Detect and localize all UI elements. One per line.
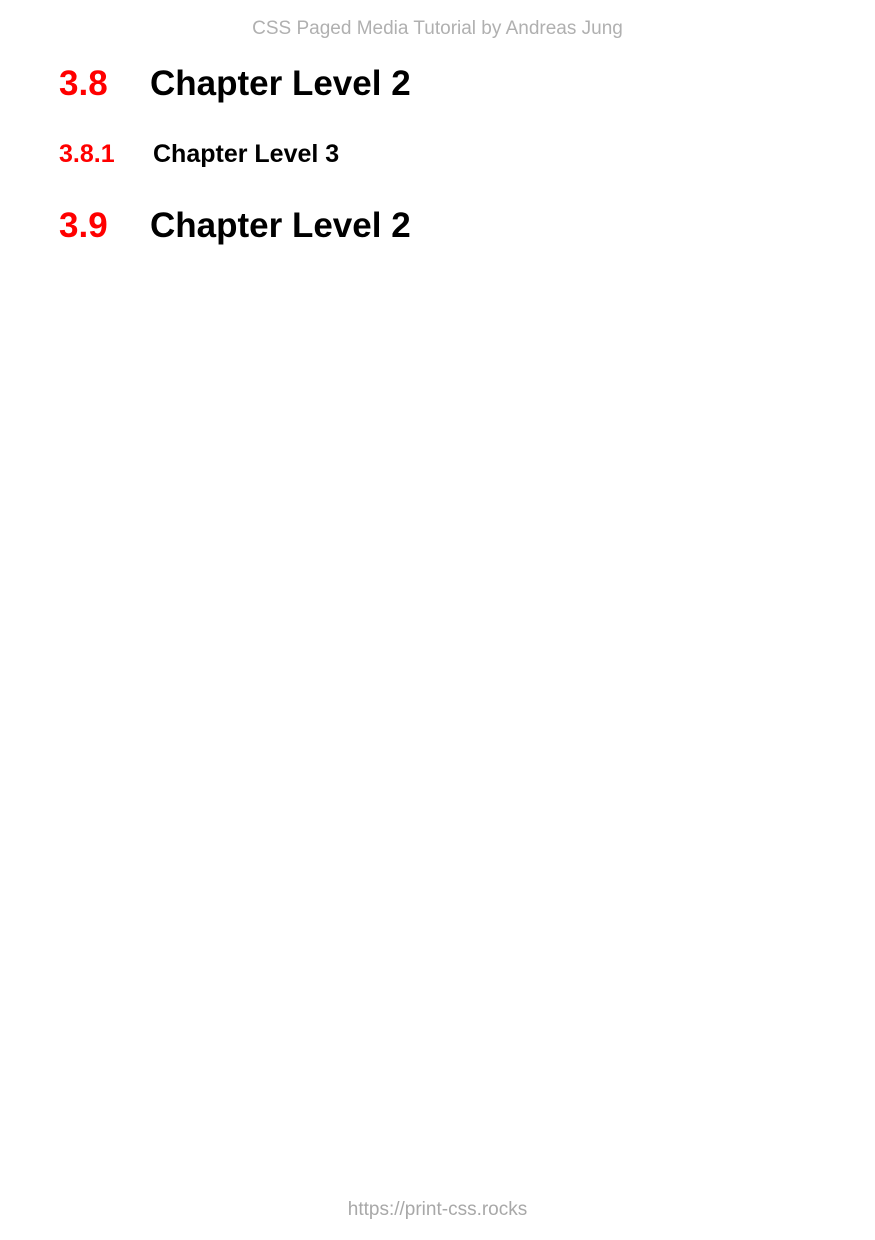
section-title: Chapter Level 2	[150, 64, 411, 103]
section-title: Chapter Level 2	[150, 206, 411, 245]
section-number: 3.8	[59, 64, 108, 103]
section-number: 3.9	[59, 206, 108, 245]
running-footer-url: https://print-css.rocks	[347, 1199, 528, 1220]
section-heading-3-9: 3.9 Chapter Level 2	[59, 208, 411, 243]
subsection-number: 3.8.1	[59, 140, 115, 168]
section-heading-3-8: 3.8 Chapter Level 2	[59, 66, 411, 101]
subsection-heading-3-8-1: 3.8.1 Chapter Level 3	[59, 142, 339, 167]
subsection-title: Chapter Level 3	[153, 140, 340, 168]
running-header: CSS Paged Media Tutorial by Andreas Jung	[252, 18, 623, 39]
